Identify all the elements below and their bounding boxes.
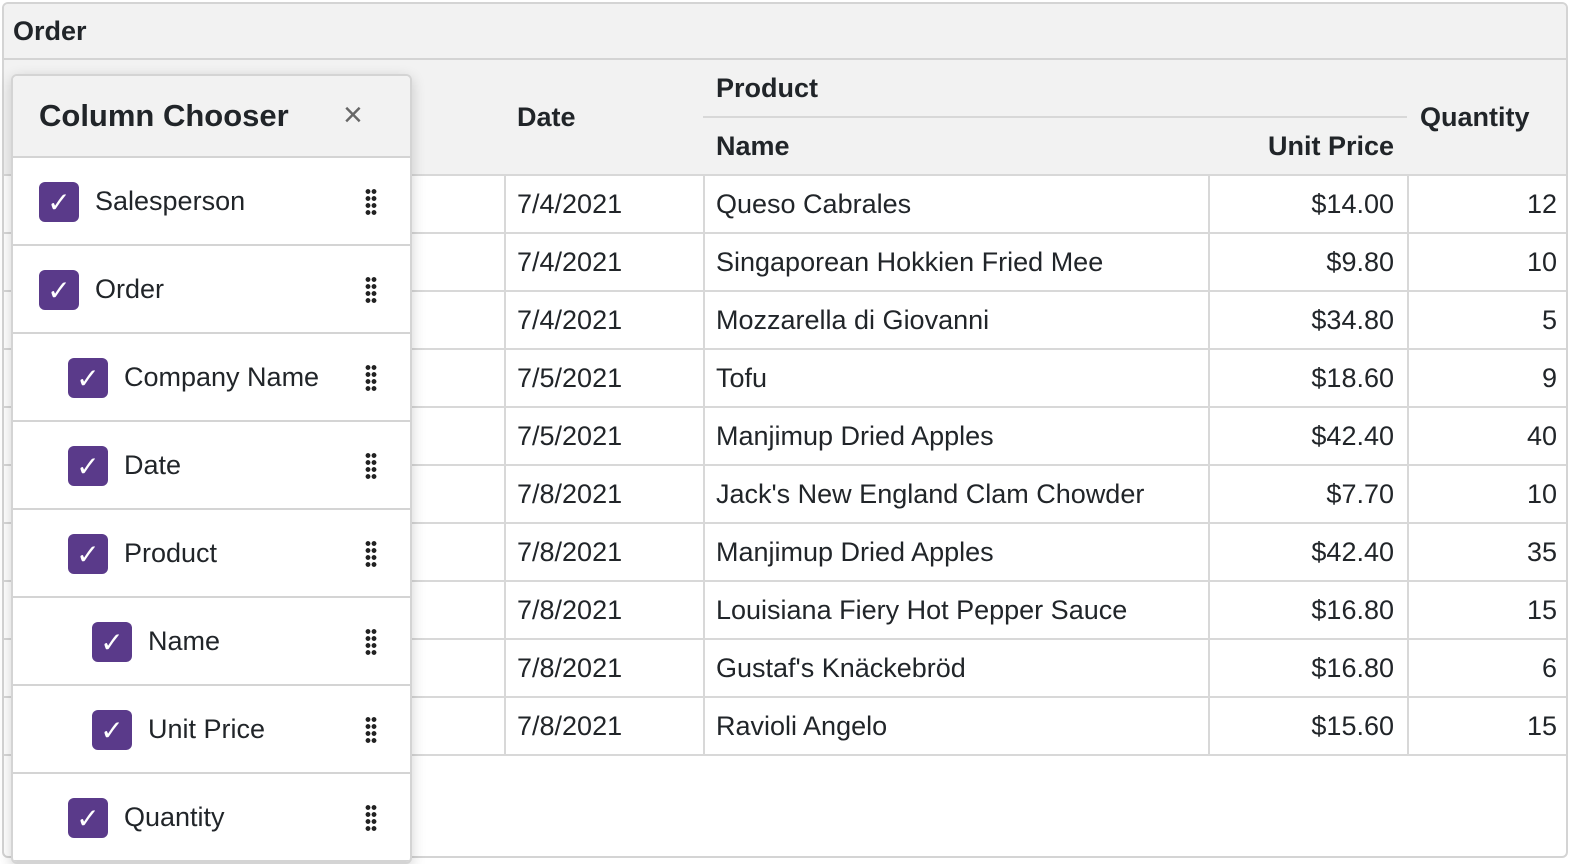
column-chooser-item[interactable]: ✓ Company Name: [13, 334, 410, 422]
checkbox-checked-icon[interactable]: ✓: [68, 534, 108, 574]
cell-name[interactable]: Jack's New England Clam Chowder: [703, 466, 1210, 524]
drag-handle-icon[interactable]: [365, 452, 377, 480]
drag-handle-icon[interactable]: [365, 364, 377, 392]
header-name[interactable]: Name: [703, 118, 1210, 176]
cell-quantity[interactable]: 35: [1407, 524, 1566, 582]
cell-date[interactable]: 7/8/2021: [504, 466, 705, 524]
group-chip-order[interactable]: Order: [13, 16, 87, 46]
cell-quantity[interactable]: 10: [1407, 234, 1566, 292]
column-chooser-item-label: Salesperson: [95, 186, 246, 216]
column-chooser-item[interactable]: ✓ Product: [13, 510, 410, 598]
cell-date[interactable]: 7/8/2021: [504, 698, 705, 756]
column-chooser-item-label: Name: [148, 626, 221, 656]
cell-quantity[interactable]: 15: [1407, 582, 1566, 640]
checkbox-checked-icon[interactable]: ✓: [68, 446, 108, 486]
cell-unit-price[interactable]: $18.60: [1208, 350, 1409, 408]
cell-name[interactable]: Mozzarella di Giovanni: [703, 292, 1210, 350]
cell-date[interactable]: 7/4/2021: [504, 234, 705, 292]
drag-handle-icon[interactable]: [365, 540, 377, 568]
checkbox-checked-icon[interactable]: ✓: [39, 182, 79, 222]
cell-quantity[interactable]: 5: [1407, 292, 1566, 350]
cell-quantity[interactable]: 15: [1407, 698, 1566, 756]
drag-handle-icon[interactable]: [365, 188, 377, 216]
checkbox-checked-icon[interactable]: ✓: [92, 710, 132, 750]
column-chooser-popup: Column Chooser × ✓ Salesperson ✓ Order ✓…: [11, 74, 412, 864]
cell-date[interactable]: 7/8/2021: [504, 582, 705, 640]
column-chooser-item-label: Quantity: [124, 802, 225, 832]
cell-name[interactable]: Queso Cabrales: [703, 176, 1210, 234]
cell-date[interactable]: 7/8/2021: [504, 524, 705, 582]
checkbox-checked-icon[interactable]: ✓: [92, 622, 132, 662]
column-chooser-item-label: Unit Price: [148, 714, 266, 744]
column-chooser-item-label: Product: [124, 538, 218, 568]
checkbox-checked-icon[interactable]: ✓: [68, 798, 108, 838]
column-chooser-title: Column Chooser: [39, 98, 289, 133]
checkbox-checked-icon[interactable]: ✓: [39, 270, 79, 310]
column-chooser-item[interactable]: ✓ Quantity: [13, 774, 410, 862]
column-chooser-item[interactable]: ✓ Order: [13, 246, 410, 334]
cell-date[interactable]: 7/4/2021: [504, 176, 705, 234]
drag-handle-icon[interactable]: [365, 804, 377, 832]
cell-date[interactable]: 7/4/2021: [504, 292, 705, 350]
checkbox-checked-icon[interactable]: ✓: [68, 358, 108, 398]
cell-name[interactable]: Louisiana Fiery Hot Pepper Sauce: [703, 582, 1210, 640]
cell-name[interactable]: Manjimup Dried Apples: [703, 408, 1210, 466]
cell-quantity[interactable]: 6: [1407, 640, 1566, 698]
cell-date[interactable]: 7/5/2021: [504, 408, 705, 466]
cell-quantity[interactable]: 12: [1407, 176, 1566, 234]
cell-unit-price[interactable]: $7.70: [1208, 466, 1409, 524]
header-unit-price[interactable]: Unit Price: [1208, 118, 1409, 176]
cell-quantity[interactable]: 40: [1407, 408, 1566, 466]
cell-unit-price[interactable]: $9.80: [1208, 234, 1409, 292]
cell-name[interactable]: Gustaf's Knäckebröd: [703, 640, 1210, 698]
column-chooser-item-label: Order: [95, 274, 165, 304]
cell-unit-price[interactable]: $16.80: [1208, 640, 1409, 698]
cell-unit-price[interactable]: $34.80: [1208, 292, 1409, 350]
drag-handle-icon[interactable]: [365, 276, 377, 304]
header-product-band: Product: [703, 60, 1409, 118]
cell-unit-price[interactable]: $16.80: [1208, 582, 1409, 640]
cell-name[interactable]: Ravioli Angelo: [703, 698, 1210, 756]
cell-quantity[interactable]: 9: [1407, 350, 1566, 408]
header-date[interactable]: Date: [504, 60, 705, 176]
group-panel: Order: [4, 4, 1566, 60]
cell-unit-price[interactable]: $42.40: [1208, 524, 1409, 582]
cell-unit-price[interactable]: $14.00: [1208, 176, 1409, 234]
cell-unit-price[interactable]: $42.40: [1208, 408, 1409, 466]
column-chooser-item[interactable]: ✓ Date: [13, 422, 410, 510]
cell-date[interactable]: 7/5/2021: [504, 350, 705, 408]
column-chooser-item-label: Date: [124, 450, 182, 480]
column-chooser-header: Column Chooser ×: [13, 76, 410, 158]
header-quantity[interactable]: Quantity: [1407, 60, 1566, 176]
column-chooser-item[interactable]: ✓ Unit Price: [13, 686, 410, 774]
column-chooser-item[interactable]: ✓ Salesperson: [13, 158, 410, 246]
column-chooser-item-label: Company Name: [124, 362, 320, 392]
cell-unit-price[interactable]: $15.60: [1208, 698, 1409, 756]
cell-name[interactable]: Manjimup Dried Apples: [703, 524, 1210, 582]
cell-quantity[interactable]: 10: [1407, 466, 1566, 524]
drag-handle-icon[interactable]: [365, 716, 377, 744]
close-icon[interactable]: ×: [343, 96, 363, 134]
cell-name[interactable]: Singaporean Hokkien Fried Mee: [703, 234, 1210, 292]
drag-handle-icon[interactable]: [365, 628, 377, 656]
cell-name[interactable]: Tofu: [703, 350, 1210, 408]
column-chooser-item[interactable]: ✓ Name: [13, 598, 410, 686]
cell-date[interactable]: 7/8/2021: [504, 640, 705, 698]
